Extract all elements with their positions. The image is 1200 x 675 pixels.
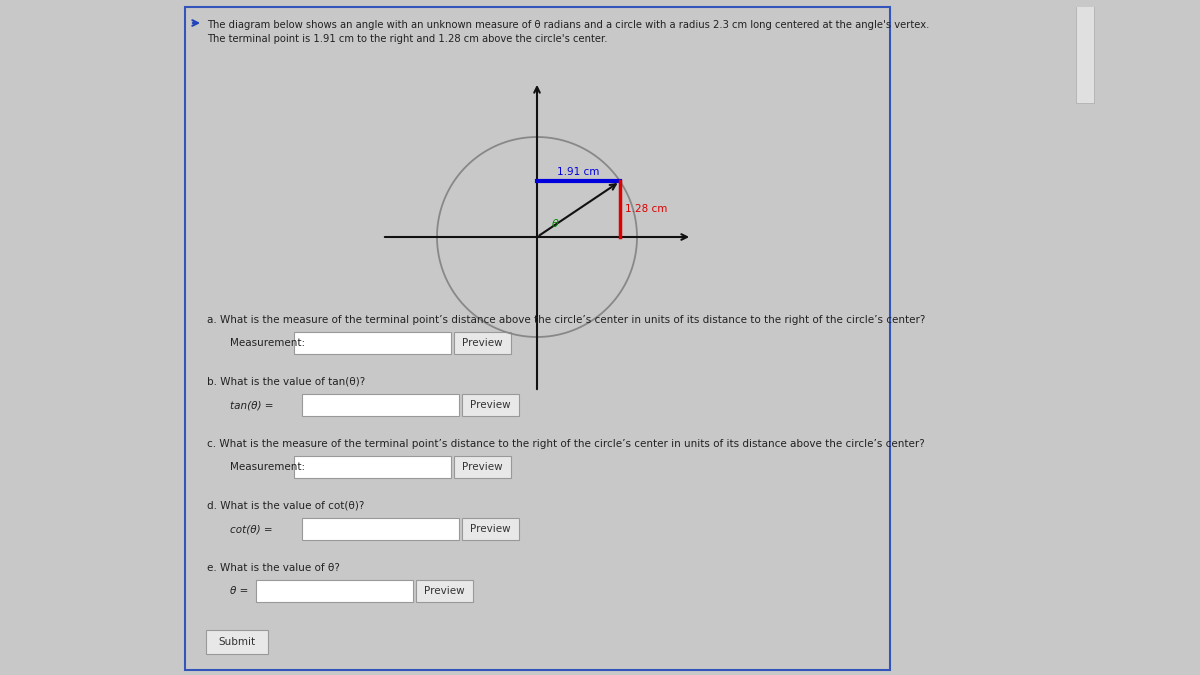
Text: Preview: Preview	[470, 400, 511, 410]
Text: Measurement:: Measurement:	[230, 338, 305, 348]
Text: c. What is the measure of the terminal point’s distance to the right of the circ: c. What is the measure of the terminal p…	[208, 439, 925, 449]
FancyBboxPatch shape	[294, 332, 451, 354]
Text: Measurement:: Measurement:	[230, 462, 305, 472]
FancyBboxPatch shape	[302, 394, 458, 416]
Text: d. What is the value of cot(θ)?: d. What is the value of cot(θ)?	[208, 501, 365, 511]
FancyBboxPatch shape	[294, 456, 451, 478]
Text: b. What is the value of tan(θ)?: b. What is the value of tan(θ)?	[208, 377, 365, 387]
Text: θ: θ	[552, 219, 559, 229]
FancyBboxPatch shape	[256, 580, 413, 602]
Text: Preview: Preview	[424, 586, 464, 596]
Text: The terminal point is 1.91 cm to the right and 1.28 cm above the circle's center: The terminal point is 1.91 cm to the rig…	[208, 34, 607, 44]
Text: 1.28 cm: 1.28 cm	[625, 204, 667, 214]
Text: The diagram below shows an angle with an unknown measure of θ radians and a circ: The diagram below shows an angle with an…	[208, 20, 929, 30]
FancyBboxPatch shape	[1075, 3, 1094, 103]
Text: tan(θ) =: tan(θ) =	[230, 400, 274, 410]
Text: θ =: θ =	[230, 586, 248, 596]
Text: e. What is the value of θ?: e. What is the value of θ?	[208, 563, 340, 573]
FancyBboxPatch shape	[416, 580, 473, 602]
Text: cot(θ) =: cot(θ) =	[230, 524, 272, 534]
FancyBboxPatch shape	[206, 630, 268, 654]
Text: Submit: Submit	[218, 637, 256, 647]
FancyBboxPatch shape	[302, 518, 458, 540]
Text: 1.91 cm: 1.91 cm	[557, 167, 600, 178]
FancyBboxPatch shape	[462, 394, 520, 416]
FancyBboxPatch shape	[462, 518, 520, 540]
Text: Preview: Preview	[470, 524, 511, 534]
Text: Preview: Preview	[462, 338, 503, 348]
FancyBboxPatch shape	[454, 332, 511, 354]
FancyBboxPatch shape	[454, 456, 511, 478]
Text: Preview: Preview	[462, 462, 503, 472]
Text: a. What is the measure of the terminal point’s distance above the circle’s cente: a. What is the measure of the terminal p…	[208, 315, 925, 325]
